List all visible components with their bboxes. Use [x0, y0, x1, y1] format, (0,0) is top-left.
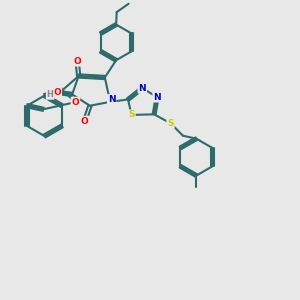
Text: O: O — [53, 88, 61, 98]
Text: S: S — [167, 119, 174, 128]
Text: S: S — [128, 110, 135, 119]
Text: H: H — [47, 90, 54, 99]
Text: O: O — [71, 98, 79, 106]
Text: O: O — [81, 117, 88, 126]
Text: N: N — [153, 93, 161, 102]
Text: N: N — [108, 95, 116, 104]
Text: N: N — [139, 84, 146, 93]
Text: O: O — [73, 57, 81, 66]
